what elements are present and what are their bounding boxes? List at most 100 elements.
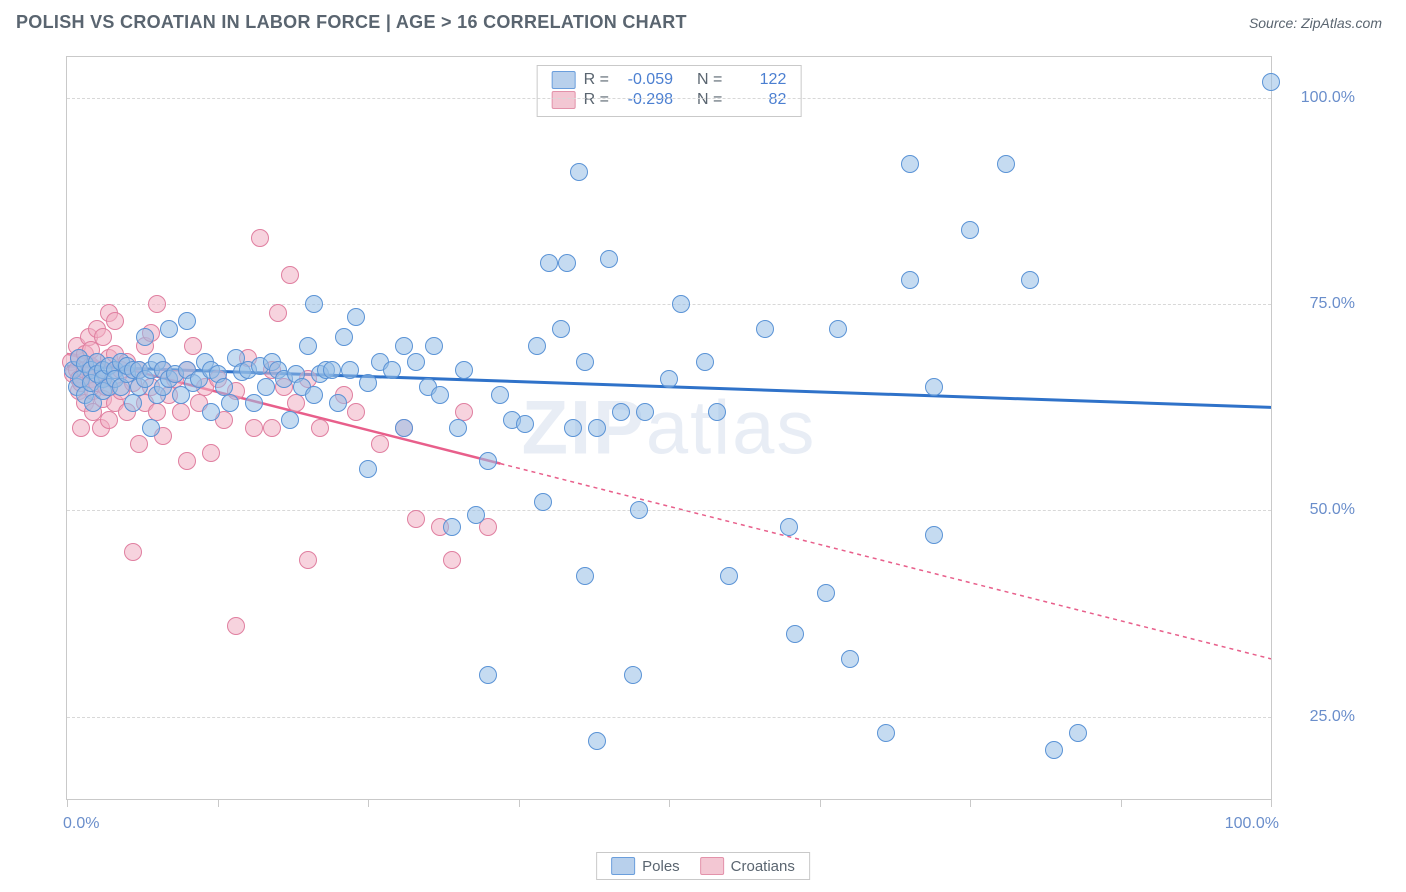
data-point-croatians <box>287 394 305 412</box>
data-point-poles <box>660 370 678 388</box>
data-point-poles <box>407 353 425 371</box>
x-tick <box>820 799 821 807</box>
data-point-poles <box>245 394 263 412</box>
y-tick-label: 50.0% <box>1281 501 1355 519</box>
series-legend: Poles Croatians <box>596 852 810 880</box>
data-point-croatians <box>172 403 190 421</box>
data-point-poles <box>570 163 588 181</box>
data-point-croatians <box>281 266 299 284</box>
data-point-poles <box>299 337 317 355</box>
data-point-croatians <box>269 304 287 322</box>
swatch-poles <box>611 857 635 875</box>
data-point-croatians <box>148 295 166 313</box>
x-tick <box>67 799 68 807</box>
data-point-poles <box>215 378 233 396</box>
data-point-poles <box>576 567 594 585</box>
data-point-poles <box>600 250 618 268</box>
data-point-poles <box>124 394 142 412</box>
data-point-poles <box>588 419 606 437</box>
n-value-croatians: 82 <box>730 91 786 109</box>
x-axis-min-label: 0.0% <box>63 815 99 833</box>
data-point-poles <box>961 221 979 239</box>
data-point-poles <box>431 386 449 404</box>
x-tick <box>218 799 219 807</box>
data-point-poles <box>202 403 220 421</box>
data-point-poles <box>359 374 377 392</box>
data-point-croatians <box>347 403 365 421</box>
data-point-poles <box>335 328 353 346</box>
chart-container: In Labor Force | Age > 16 ZIPatlas R = -… <box>16 48 1382 832</box>
data-point-poles <box>829 320 847 338</box>
data-point-croatians <box>299 551 317 569</box>
data-point-croatians <box>443 551 461 569</box>
data-point-poles <box>630 501 648 519</box>
data-point-poles <box>786 625 804 643</box>
swatch-croatians <box>552 91 576 109</box>
data-point-poles <box>780 518 798 536</box>
legend-item-poles: Poles <box>611 857 680 875</box>
data-point-poles <box>178 312 196 330</box>
data-point-poles <box>534 493 552 511</box>
data-point-croatians <box>148 403 166 421</box>
data-point-poles <box>708 403 726 421</box>
correlation-legend: R = -0.059 N = 122 R = -0.298 N = 82 <box>537 65 802 117</box>
data-point-poles <box>136 328 154 346</box>
gridline <box>67 98 1271 99</box>
data-point-poles <box>479 666 497 684</box>
gridline <box>67 510 1271 511</box>
data-point-poles <box>395 337 413 355</box>
data-point-poles <box>347 308 365 326</box>
x-tick <box>368 799 369 807</box>
data-point-poles <box>1262 73 1280 91</box>
data-point-croatians <box>130 435 148 453</box>
data-point-croatians <box>100 411 118 429</box>
data-point-poles <box>1045 741 1063 759</box>
data-point-poles <box>720 567 738 585</box>
data-point-poles <box>696 353 714 371</box>
data-point-poles <box>479 452 497 470</box>
data-point-poles <box>257 378 275 396</box>
data-point-croatians <box>245 419 263 437</box>
data-point-poles <box>901 155 919 173</box>
data-point-poles <box>455 361 473 379</box>
data-point-poles <box>636 403 654 421</box>
legend-label-croatians: Croatians <box>731 858 795 875</box>
y-tick-label: 100.0% <box>1281 89 1355 107</box>
data-point-poles <box>558 254 576 272</box>
gridline <box>67 304 1271 305</box>
data-point-poles <box>1069 724 1087 742</box>
gridline <box>67 717 1271 718</box>
swatch-poles <box>552 71 576 89</box>
data-point-croatians <box>106 312 124 330</box>
correlation-row-croatians: R = -0.298 N = 82 <box>552 90 787 110</box>
data-point-poles <box>359 460 377 478</box>
data-point-poles <box>552 320 570 338</box>
x-tick <box>970 799 971 807</box>
data-point-poles <box>817 584 835 602</box>
data-point-poles <box>588 732 606 750</box>
data-point-poles <box>877 724 895 742</box>
data-point-poles <box>425 337 443 355</box>
data-point-croatians <box>263 419 281 437</box>
r-label: R = <box>584 71 609 89</box>
data-point-poles <box>612 403 630 421</box>
data-point-poles <box>449 419 467 437</box>
data-point-poles <box>901 271 919 289</box>
data-point-poles <box>221 394 239 412</box>
correlation-row-poles: R = -0.059 N = 122 <box>552 70 787 90</box>
chart-title: POLISH VS CROATIAN IN LABOR FORCE | AGE … <box>16 12 687 33</box>
x-axis-max-label: 100.0% <box>1225 815 1279 833</box>
data-point-poles <box>672 295 690 313</box>
data-point-poles <box>305 295 323 313</box>
data-point-poles <box>281 411 299 429</box>
data-point-poles <box>925 526 943 544</box>
data-point-poles <box>528 337 546 355</box>
y-tick-label: 25.0% <box>1281 708 1355 726</box>
data-point-poles <box>443 518 461 536</box>
legend-label-poles: Poles <box>642 858 680 875</box>
data-point-poles <box>323 361 341 379</box>
data-point-croatians <box>227 617 245 635</box>
data-point-poles <box>841 650 859 668</box>
data-point-poles <box>564 419 582 437</box>
data-point-croatians <box>124 543 142 561</box>
